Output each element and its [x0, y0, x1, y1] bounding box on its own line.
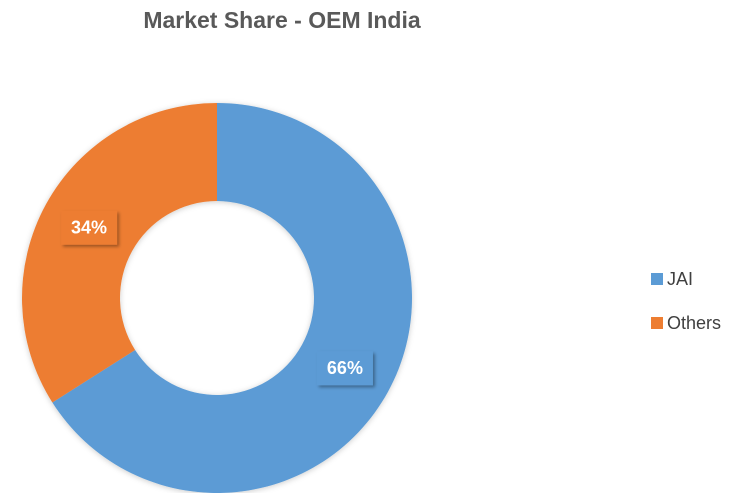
donut: [21, 103, 413, 493]
legend-label: Others: [667, 313, 721, 333]
data-label-box: [61, 210, 118, 245]
data-label-box: [316, 351, 373, 386]
donut-slice: [52, 103, 413, 493]
legend-label: JAI: [667, 269, 693, 289]
legend-swatch: [651, 317, 663, 329]
legend-swatch: [651, 273, 663, 285]
data-label: 66%: [327, 358, 363, 378]
chart-title: Market Share - OEM India: [143, 7, 421, 33]
donut-slice: [21, 103, 217, 403]
data-label: 34%: [71, 217, 107, 237]
